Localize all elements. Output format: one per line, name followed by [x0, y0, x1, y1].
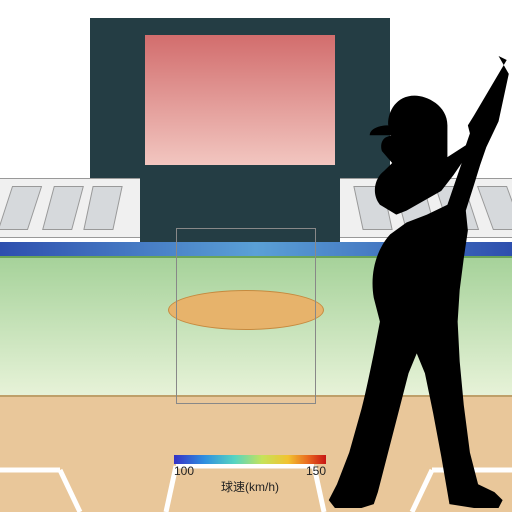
pitch-location-scene: 100150 球速(km/h): [0, 0, 512, 512]
batter-silhouette: [294, 56, 512, 512]
velocity-tick: 100: [174, 464, 194, 478]
